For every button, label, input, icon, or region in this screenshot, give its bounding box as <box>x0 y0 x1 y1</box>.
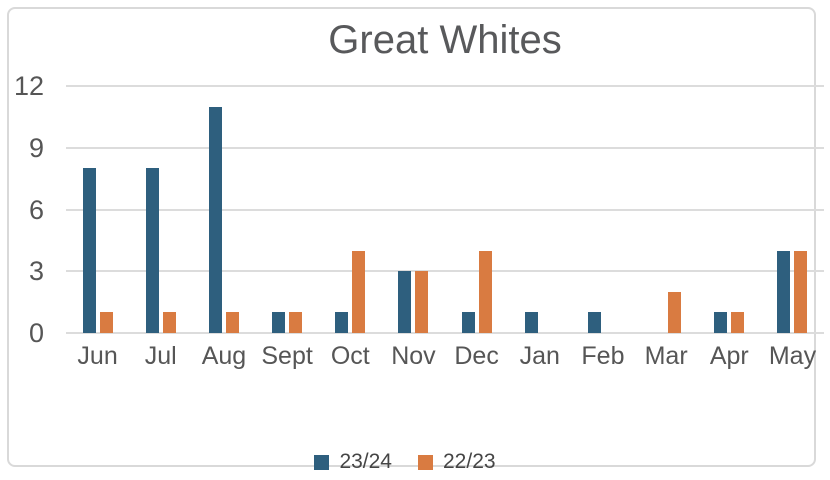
x-tick-label: Dec <box>454 342 499 370</box>
gridline <box>66 270 824 273</box>
bar-group-nov <box>382 86 445 333</box>
x-tick-label: Aug <box>201 342 247 370</box>
gridline <box>66 85 824 87</box>
x-tick-label: Oct <box>330 342 370 370</box>
x-tick-label: Nov <box>391 342 436 370</box>
bar-23-24-oct[interactable] <box>335 312 349 333</box>
bar-22-23-jun[interactable] <box>99 312 113 333</box>
bar-22-23-aug[interactable] <box>225 312 239 333</box>
x-tick-label: Jul <box>144 342 177 370</box>
bar-22-23-nov[interactable] <box>415 271 429 333</box>
x-tick-label: Apr <box>709 342 749 370</box>
x-tick-label: May <box>768 342 817 370</box>
plot-area <box>66 85 824 334</box>
bar-group-apr <box>698 86 761 333</box>
bar-23-24-may[interactable] <box>777 250 791 333</box>
y-tick-label: 12 <box>13 71 44 101</box>
bar-group-sept <box>256 86 319 333</box>
bar-group-dec <box>445 86 508 333</box>
gridline <box>66 208 824 211</box>
bar-group-jun <box>66 86 129 333</box>
bar-22-23-sept[interactable] <box>289 312 303 333</box>
gridline <box>66 146 824 149</box>
bar-22-23-oct[interactable] <box>352 250 366 333</box>
bar-23-24-jan[interactable] <box>524 312 538 333</box>
chart-title: Great Whites <box>328 18 562 62</box>
x-tick-label: Sept <box>261 342 313 370</box>
bar-22-23-jul[interactable] <box>162 312 176 333</box>
bar-22-23-dec[interactable] <box>478 250 492 333</box>
bar-23-24-aug[interactable] <box>208 106 222 333</box>
bar-group-jul <box>129 86 192 333</box>
bar-group-feb <box>571 86 634 333</box>
y-tick-label: 6 <box>28 194 44 225</box>
bar-groups <box>66 86 824 333</box>
legend-swatch-icon <box>314 454 330 470</box>
bar-23-24-sept[interactable] <box>272 312 286 333</box>
gridline <box>66 332 824 334</box>
bar-23-24-apr[interactable] <box>714 312 728 333</box>
y-tick-label: 0 <box>28 318 44 348</box>
x-tick-label: Feb <box>581 342 625 370</box>
bar-group-aug <box>192 86 255 333</box>
legend-label: 23/24 <box>339 450 392 473</box>
legend-swatch-icon <box>418 454 433 470</box>
legend-label: 22/23 <box>443 450 496 473</box>
bar-group-may <box>761 86 824 333</box>
bar-23-24-dec[interactable] <box>461 312 475 333</box>
bar-22-23-may[interactable] <box>794 250 808 333</box>
bar-23-24-jul[interactable] <box>145 168 159 333</box>
x-tick-label: Jun <box>77 342 118 370</box>
bar-23-24-jun[interactable] <box>82 168 96 333</box>
bar-23-24-nov[interactable] <box>398 271 412 333</box>
bar-group-jan <box>508 86 571 333</box>
y-tick-label: 3 <box>28 256 44 287</box>
legend-item-23-24[interactable]: 23/24 <box>314 451 392 473</box>
bar-23-24-feb[interactable] <box>587 312 601 333</box>
legend-item-22-23[interactable]: 22/23 <box>418 451 496 473</box>
y-tick-label: 9 <box>28 132 44 163</box>
legend: 23/24 22/23 <box>0 451 820 473</box>
bar-group-oct <box>319 86 382 333</box>
x-tick-label: Jan <box>519 342 560 370</box>
x-tick-label: Mar <box>644 342 688 370</box>
bar-22-23-apr[interactable] <box>731 312 745 333</box>
chart-frame: Great Whites 0 3 6 9 12 Jun Jul Aug Sept Oct Nov D… <box>7 7 824 473</box>
bar-22-23-mar[interactable] <box>668 291 682 333</box>
x-axis-labels: Jun Jul Aug Sept Oct Nov Dec Jan Feb Mar Apr May <box>66 341 824 371</box>
bar-group-mar <box>635 86 698 333</box>
